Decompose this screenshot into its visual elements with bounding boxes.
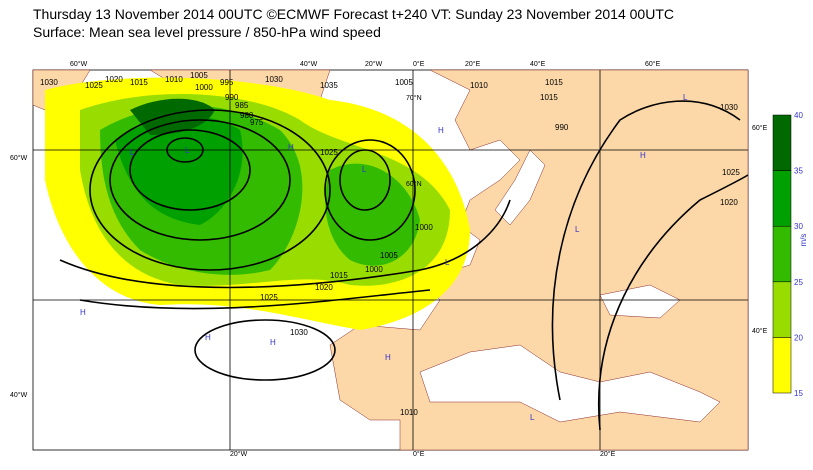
- isobar: [89, 109, 331, 271]
- isobar-label: 1000: [195, 83, 213, 92]
- grid-label: 0°E: [413, 450, 425, 458]
- isobar: [551, 100, 741, 401]
- isobar-label: 1015: [130, 78, 148, 87]
- isobar-label: 1015: [330, 271, 348, 280]
- colorbar-label: 25: [794, 278, 803, 287]
- isobar-label: 1030: [40, 78, 58, 87]
- isobar-label: 1010: [400, 408, 418, 417]
- grid-label: 20°W: [365, 60, 383, 68]
- isobar-label: 1020: [105, 75, 123, 84]
- grid-label: 20°E: [600, 450, 616, 458]
- pressure-center: L: [445, 258, 450, 267]
- pressure-center: H: [270, 338, 276, 347]
- isobar-label: 1025: [260, 293, 278, 302]
- grid-label: 60°E: [645, 60, 661, 68]
- pressure-center: H: [80, 308, 86, 317]
- colorbar-label: 15: [794, 389, 803, 398]
- colorbar-swatch: [772, 281, 792, 338]
- isobar-label: 985: [235, 101, 249, 110]
- isobar: [324, 139, 416, 241]
- isobar: [129, 129, 251, 211]
- isobar-label: 1015: [545, 78, 563, 87]
- colorbar-swatch: [772, 225, 792, 283]
- subtitle-line: Surface: Mean sea level pressure / 850-h…: [33, 24, 381, 40]
- colorbar-label: 35: [794, 167, 803, 176]
- isobar-label: 990: [555, 123, 569, 132]
- colorbar-label: 30: [794, 222, 803, 231]
- isobar-label: 975: [250, 118, 264, 127]
- isobar-label: 1005: [190, 71, 208, 80]
- grid-label: 40°E: [752, 327, 768, 335]
- sea-black: [599, 284, 681, 319]
- isobar-label: 1020: [720, 198, 738, 207]
- isobar-label: 1025: [722, 168, 740, 177]
- pressure-center: L: [575, 225, 580, 234]
- sea-mediterranean: [419, 344, 721, 423]
- pressure-center: H: [438, 126, 444, 135]
- isobar-label: 1035: [320, 81, 338, 90]
- isobar-label: 980: [240, 111, 254, 120]
- isobar-label: 1000: [365, 265, 383, 274]
- colorbar-unit: m/s: [799, 234, 808, 247]
- pressure-center: H: [205, 333, 211, 342]
- grid-label: 40°E: [530, 60, 546, 68]
- isobar-label: 1030: [290, 328, 308, 337]
- grid-label: 60°E: [752, 124, 768, 132]
- grid-label: 20°W: [230, 450, 248, 458]
- isobar-label: 1030: [265, 75, 283, 84]
- grid-label: 60°W: [10, 154, 28, 162]
- grid-label: 40°W: [300, 60, 318, 68]
- isobar: [598, 174, 749, 431]
- colorbar-label: 20: [794, 333, 803, 342]
- wind-area: [325, 163, 420, 266]
- colorbar-swatch: [772, 114, 792, 171]
- isobar-label: 1025: [85, 81, 103, 90]
- isobar: [194, 319, 336, 381]
- pressure-center: H: [640, 151, 646, 160]
- isobar-label: 995: [220, 78, 234, 87]
- colorbar-swatch: [772, 337, 792, 394]
- isobar: [109, 119, 291, 241]
- grid-label: 70°N: [406, 94, 422, 102]
- pressure-center: L: [130, 148, 135, 157]
- isobar-label: 1020: [315, 283, 333, 292]
- isobar-label: 1000: [415, 223, 433, 232]
- grid-label: 60°W: [70, 60, 88, 68]
- wind-area: [130, 98, 215, 135]
- colorbar-label: 40: [794, 111, 803, 120]
- pressure-center: L: [362, 165, 367, 174]
- grid-label: 20°E: [465, 60, 481, 68]
- title-line: Thursday 13 November 2014 00UTC ©ECMWF F…: [33, 6, 674, 22]
- pressure-center: H: [288, 143, 294, 152]
- colorbar-swatch: [772, 170, 792, 227]
- isobar-label: 1025: [320, 148, 338, 157]
- isobar: [79, 289, 431, 310]
- graticule: [33, 70, 748, 450]
- pressure-center: H: [385, 353, 391, 362]
- colorbar: 15 20 25 30 35 40 m/s: [772, 111, 808, 398]
- pressure-center: L: [683, 93, 688, 102]
- grid-label: 40°W: [10, 391, 28, 399]
- pressure-center: L: [530, 413, 535, 422]
- isobar-label: 1010: [470, 81, 488, 90]
- isobar-label: 1005: [380, 251, 398, 260]
- map: [32, 69, 749, 451]
- isobar: [59, 199, 511, 289]
- grid-label: 60°N: [406, 180, 422, 188]
- isobar-label: 1030: [720, 103, 738, 112]
- isobar-label: 1015: [540, 93, 558, 102]
- grid-label: 0°E: [413, 60, 425, 68]
- isobar-label: 1010: [165, 75, 183, 84]
- pressure-center: L: [185, 146, 190, 155]
- isobar-label: 1005: [395, 78, 413, 87]
- isobar-label: 990: [225, 93, 239, 102]
